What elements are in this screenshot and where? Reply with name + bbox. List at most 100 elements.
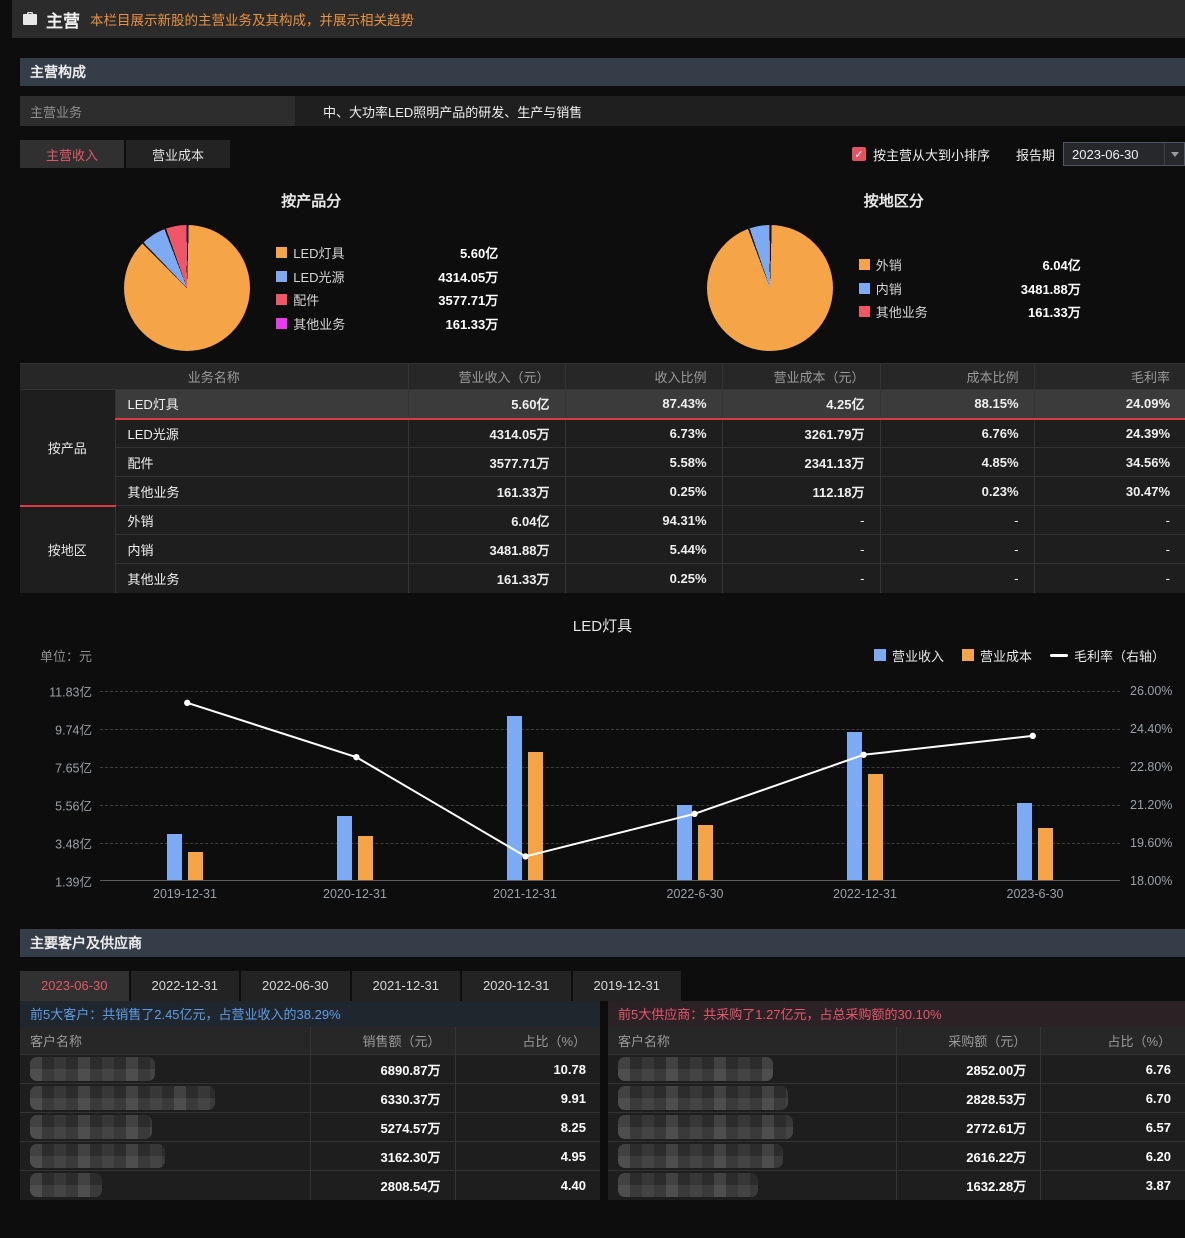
redacted-name xyxy=(30,1086,215,1110)
period-tab-0[interactable]: 2023-06-30 xyxy=(20,970,129,1001)
table-row-domestic[interactable]: 内销 3481.88万 5.44% - - - xyxy=(20,534,1185,564)
supplier-row: 2616.22万 6.20 xyxy=(608,1141,1185,1171)
section-header-composition: 主营构成 xyxy=(20,58,1185,86)
swatch-icon xyxy=(858,282,870,294)
bar-cost xyxy=(528,751,543,880)
legend-value: 3481.88万 xyxy=(1020,281,1081,297)
legend-margin[interactable]: 毛利率（右轴） xyxy=(1049,646,1165,665)
legend-label: 其他业务 xyxy=(875,305,928,320)
bar-cost xyxy=(698,824,713,880)
customers-table: 客户名称 销售额（元） 占比（%） 6890.87万 10.78 6330.37万… xyxy=(20,1026,600,1200)
sort-checkbox-label[interactable]: 按主营从大到小排序 xyxy=(872,147,990,163)
redacted-name xyxy=(618,1173,758,1198)
period-tab-5[interactable]: 2019-12-31 xyxy=(572,970,681,1001)
table-row-led-lamps[interactable]: 按产品 LED灯具 5.60亿 87.43% 4.25亿 88.15% 24.0… xyxy=(20,389,1185,507)
legend-label: 内销 xyxy=(875,281,902,297)
pie-by-region: 按地区分 外销 6.04亿 内销 3481.88万 其他业务 161.33万 xyxy=(603,184,1185,351)
legend-value: 4314.05万 xyxy=(438,269,499,285)
x-axis-label: 2021-12-31 xyxy=(493,886,557,901)
chart-title: LED灯具 xyxy=(572,617,633,635)
supplier-row: 1632.28万 3.87 xyxy=(608,1170,1185,1200)
pie-charts-area: 按产品分 LED灯具 5.60亿 LED光源 4314.05万 配件 3577.71万… xyxy=(20,168,1185,363)
table-row-export[interactable]: 按地区 外销 6.04亿 94.31% - - - xyxy=(20,505,1185,593)
product-pie-chart[interactable] xyxy=(124,225,251,351)
col-revenue: 营业收入（元） xyxy=(407,363,566,390)
col-supplier-name: 客户名称 xyxy=(608,1026,897,1055)
main-business-value: 中、大功率LED照明产品的研发、生产与销售 xyxy=(323,104,583,120)
briefcase-icon xyxy=(23,12,37,25)
legend-item: LED灯具 5.60亿 xyxy=(276,241,498,265)
x-axis-label: 2022-6-30 xyxy=(666,886,724,901)
line-icon xyxy=(1049,653,1068,657)
section-header-clients: 主要客户及供应商 xyxy=(20,928,1185,957)
suppliers-table-header: 客户名称 采购额（元） 占比（%） xyxy=(608,1026,1185,1055)
composition-table-header: 业务名称 营业收入（元） 收入比例 营业成本（元） 成本比例 毛利率 xyxy=(20,363,1185,390)
legend-label: 营业成本 xyxy=(979,648,1032,664)
supplier-row: 2772.61万 6.57 xyxy=(608,1112,1185,1142)
page-title: 主营 xyxy=(46,11,80,31)
swatch-icon xyxy=(276,247,288,259)
legend-label: 毛利率（右轴） xyxy=(1073,648,1165,664)
app-header: 主营 本栏目展示新股的主营业务及其构成，并展示相关趋势 xyxy=(12,0,1185,38)
sort-checkbox[interactable] xyxy=(851,147,866,161)
customers-table-header: 客户名称 销售额（元） 占比（%） xyxy=(20,1026,600,1055)
period-tab-1[interactable]: 2022-12-31 xyxy=(130,970,239,1001)
bar-revenue xyxy=(507,715,522,880)
composition-table: 业务名称 营业收入（元） 收入比例 营业成本（元） 成本比例 毛利率 按产品 L… xyxy=(20,363,1185,593)
legend-item: 配件 3577.71万 xyxy=(276,288,498,312)
customer-row: 3162.30万 4.95 xyxy=(20,1141,600,1171)
table-row-other-region[interactable]: 其他业务 161.33万 0.25% - - - xyxy=(20,563,1185,593)
legend-value: 5.60亿 xyxy=(459,246,499,262)
summaries-row: 前5大客户：共销售了2.45亿元，占营业收入的38.29% 前5大供应商：共采购… xyxy=(20,1000,1185,1027)
swatch-icon xyxy=(858,259,870,270)
legend-label: 其他业务 xyxy=(293,316,346,332)
bar-cost xyxy=(1038,827,1053,880)
col-sales-amount: 销售额（元） xyxy=(309,1026,455,1055)
legend-label: 配件 xyxy=(293,293,320,309)
redacted-name xyxy=(30,1144,165,1168)
section-title: 主要客户及供应商 xyxy=(30,934,142,951)
customer-row: 5274.57万 8.25 xyxy=(20,1112,600,1142)
legend-cost[interactable]: 营业成本 xyxy=(961,646,1032,665)
redacted-name xyxy=(618,1057,773,1081)
section-title: 主营构成 xyxy=(30,64,86,80)
x-axis-labels: 2019-12-31 2020-12-31 2021-12-31 2022-6-30 2… xyxy=(100,881,1120,905)
x-axis-label: 2022-12-31 xyxy=(833,886,897,901)
col-cost-pct: 成本比例 xyxy=(879,363,1035,390)
legend-revenue[interactable]: 营业收入 xyxy=(873,646,944,665)
legend-value: 161.33万 xyxy=(1027,305,1081,320)
period-tab-3[interactable]: 2021-12-31 xyxy=(351,970,460,1001)
chevron-down-icon[interactable] xyxy=(1164,143,1184,165)
redacted-name xyxy=(30,1057,155,1081)
period-tab-2[interactable]: 2022-06-30 xyxy=(241,970,350,1001)
customer-row: 6330.37万 9.91 xyxy=(20,1083,600,1113)
redacted-name xyxy=(618,1144,783,1168)
tab-main-revenue[interactable]: 主营收入 xyxy=(20,140,125,168)
report-period-select[interactable]: 2023-06-30 xyxy=(1063,142,1185,166)
region-pie-chart[interactable] xyxy=(706,225,833,351)
tab-operating-cost[interactable]: 营业成本 xyxy=(126,140,231,168)
report-period-label: 报告期 xyxy=(1015,147,1055,163)
customer-row: 6890.87万 10.78 xyxy=(20,1054,600,1084)
composition-controls: 按主营从大到小排序 报告期 2023-06-30 xyxy=(851,142,1185,166)
legend-item: 其他业务 161.33万 xyxy=(858,300,1081,324)
supplier-row: 2852.00万 6.76 xyxy=(608,1054,1185,1084)
legend-item: 其他业务 161.33万 xyxy=(276,312,498,336)
table-row-accessories[interactable]: 配件 3577.71万 5.58% 2341.13万 4.85% 34.56% xyxy=(20,447,1185,477)
col-customer-name: 客户名称 xyxy=(20,1026,310,1055)
legend-label: 外销 xyxy=(875,258,902,273)
x-axis-label: 2020-12-31 xyxy=(323,886,387,901)
redacted-name xyxy=(30,1173,102,1198)
group-by-product: 按产品 xyxy=(20,389,116,507)
suppliers-table: 客户名称 采购额（元） 占比（%） 2852.00万 6.76 2828.53万 6… xyxy=(608,1026,1185,1200)
period-tabs: 2023-06-30 2022-12-31 2022-06-30 2021-12… xyxy=(20,970,1185,1001)
table-row-other-product[interactable]: 其他业务 161.33万 0.25% 112.18万 0.23% 30.47% xyxy=(20,476,1185,506)
legend-label: 营业收入 xyxy=(891,648,944,664)
col-business-name: 业务名称 xyxy=(20,363,409,390)
bar-cost xyxy=(868,773,883,880)
swatch-icon xyxy=(276,317,288,329)
table-row-led-source[interactable]: LED光源 4314.05万 6.73% 3261.79万 6.76% 24.3… xyxy=(20,418,1185,448)
col-sales-pct: 占比（%） xyxy=(454,1026,600,1055)
legend-value: 3577.71万 xyxy=(438,293,499,309)
period-tab-4[interactable]: 2020-12-31 xyxy=(462,970,571,1001)
